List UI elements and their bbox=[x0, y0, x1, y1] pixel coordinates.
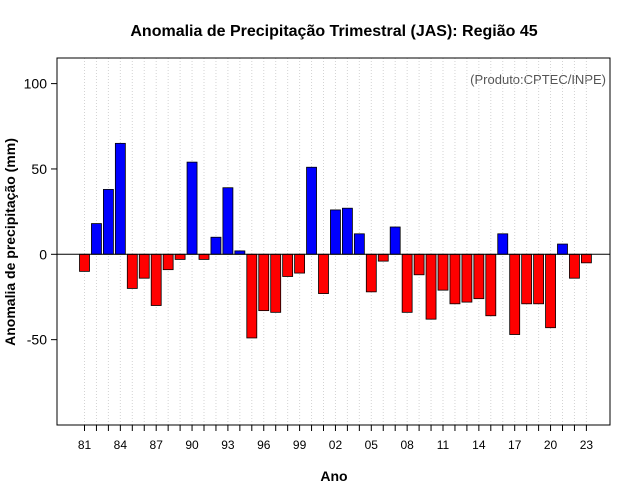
product-credit: (Produto:CPTEC/INPE) bbox=[470, 72, 606, 87]
bar-1985 bbox=[126, 253, 138, 289]
bar-2020 bbox=[545, 253, 556, 329]
x-tick-label: 11 bbox=[437, 438, 450, 452]
bar-2003 bbox=[341, 207, 353, 255]
x-tick-label: 20 bbox=[544, 438, 558, 452]
bar-2013 bbox=[461, 253, 473, 303]
x-tick-label: 87 bbox=[150, 438, 164, 452]
bar-1992 bbox=[210, 236, 222, 255]
x-tick-label: 05 bbox=[365, 438, 379, 452]
bar-2019 bbox=[533, 253, 544, 305]
bar-2014 bbox=[473, 253, 485, 300]
bar-1984 bbox=[114, 142, 126, 255]
bar-2006 bbox=[377, 253, 389, 262]
bar-1989 bbox=[174, 253, 186, 260]
x-tick-label: 90 bbox=[185, 438, 199, 452]
x-tick-label: 99 bbox=[293, 438, 307, 452]
bar-1994 bbox=[234, 250, 246, 255]
bar-2004 bbox=[353, 233, 365, 255]
bar-1987 bbox=[150, 253, 162, 306]
bar-1983 bbox=[103, 189, 114, 255]
x-tick-label: 96 bbox=[257, 438, 271, 452]
plot-frame bbox=[56, 57, 611, 426]
x-tick-label: 17 bbox=[508, 438, 522, 452]
x-tick-label: 02 bbox=[329, 438, 343, 452]
bar-2016 bbox=[497, 233, 509, 255]
bar-2022 bbox=[569, 253, 580, 279]
bar-1991 bbox=[198, 253, 210, 260]
chart-title: Anomalia de Precipitação Trimestral (JAS… bbox=[130, 23, 537, 40]
bar-2015 bbox=[485, 253, 497, 317]
bar-2011 bbox=[437, 253, 449, 291]
y-axis-label: Anomalia de precipitação (mm) bbox=[2, 138, 18, 346]
bar-2001 bbox=[318, 253, 329, 294]
bar-1988 bbox=[162, 253, 174, 271]
bar-1993 bbox=[222, 187, 234, 255]
bar-1996 bbox=[258, 253, 270, 312]
bar-2012 bbox=[449, 253, 461, 305]
bar-2008 bbox=[401, 253, 413, 313]
bar-1998 bbox=[282, 253, 294, 277]
x-axis: 81 84 87 90 93 96 99 02 05 08 11 14 17 20 23 bbox=[78, 425, 594, 452]
bar-1999 bbox=[294, 253, 306, 274]
y-tick-label: 100 bbox=[24, 76, 48, 92]
bar-1982 bbox=[91, 223, 102, 255]
bar-1995 bbox=[246, 253, 258, 339]
bar-2023 bbox=[581, 253, 592, 264]
x-tick-label: 23 bbox=[580, 438, 594, 452]
x-tick-label: 93 bbox=[221, 438, 235, 452]
bar-2017 bbox=[509, 253, 521, 335]
x-tick-label: 14 bbox=[472, 438, 486, 452]
y-axis: -50 0 50 100 bbox=[24, 76, 57, 348]
y-tick-label: 50 bbox=[31, 161, 47, 177]
bar-2002 bbox=[330, 209, 341, 255]
bar-1981 bbox=[79, 253, 90, 272]
bar-2000 bbox=[306, 166, 317, 255]
bar-2009 bbox=[413, 253, 425, 276]
bar-2007 bbox=[389, 226, 401, 255]
y-tick-label: 0 bbox=[39, 246, 47, 262]
bar-1997 bbox=[270, 253, 282, 313]
bar-2005 bbox=[365, 253, 377, 293]
x-tick-label: 84 bbox=[114, 438, 128, 452]
x-tick-label: 81 bbox=[78, 438, 92, 452]
y-tick-label: -50 bbox=[27, 332, 47, 348]
bars-group bbox=[79, 142, 592, 339]
bar-1990 bbox=[186, 161, 198, 255]
bar-1986 bbox=[138, 253, 150, 279]
bar-2018 bbox=[521, 253, 533, 305]
bar-2021 bbox=[557, 243, 568, 255]
x-axis-label: Ano bbox=[320, 468, 347, 484]
x-tick-label: 08 bbox=[400, 438, 414, 452]
bar-2010 bbox=[425, 253, 437, 320]
